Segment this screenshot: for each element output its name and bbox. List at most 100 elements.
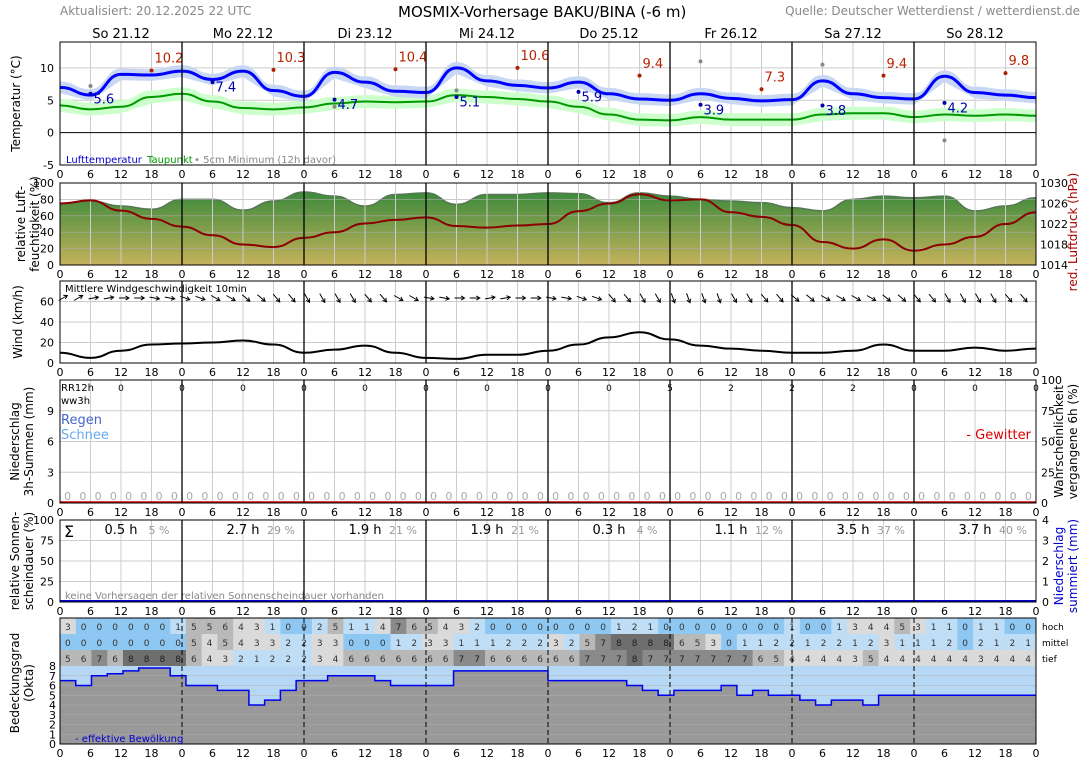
wind-arrow-head bbox=[414, 296, 419, 302]
cloud-ytick: 1 bbox=[49, 728, 56, 741]
cloud-xtick: 0 bbox=[301, 747, 308, 760]
cloud-cell bbox=[815, 650, 832, 666]
hum-xtick: 6 bbox=[941, 268, 948, 281]
precip-xtick: 12 bbox=[968, 506, 982, 519]
cloud-cell-value: 0 bbox=[962, 639, 968, 649]
cloud-xtick: 6 bbox=[209, 747, 216, 760]
cloud-cell-value: 0 bbox=[663, 623, 669, 633]
precip-3h-value: 0 bbox=[430, 490, 437, 503]
cloud-cell bbox=[437, 634, 455, 650]
wind-arrow bbox=[288, 293, 296, 303]
sun-xtick: 0 bbox=[789, 605, 796, 618]
cloud-cell bbox=[673, 634, 691, 650]
cloud-xtick: 12 bbox=[236, 747, 250, 760]
wind-xtick: 0 bbox=[789, 366, 796, 379]
precip-3h-value: 0 bbox=[857, 490, 864, 503]
cloud-cell bbox=[343, 650, 360, 666]
max-temp-label: 7.3 bbox=[765, 70, 786, 85]
wind-arrow bbox=[500, 296, 511, 300]
sun-xtick: 18 bbox=[267, 605, 281, 618]
wind-arrow-head bbox=[992, 298, 997, 304]
wind-arrow-head bbox=[170, 295, 176, 301]
sun-xtick: 0 bbox=[179, 605, 186, 618]
precip-xtick: 6 bbox=[819, 506, 826, 519]
hum-xtick: 18 bbox=[511, 268, 525, 281]
cloud-cell bbox=[689, 634, 706, 650]
cloud-xtick: 6 bbox=[819, 747, 826, 760]
wind-arrow-head bbox=[748, 298, 753, 304]
hum-xtick: 0 bbox=[423, 268, 430, 281]
wind-arrow-head bbox=[567, 295, 573, 301]
precip-3h-value: 0 bbox=[323, 490, 330, 503]
cloud-cell-value: 3 bbox=[443, 639, 449, 649]
temp-xtick: 12 bbox=[114, 168, 128, 181]
cloud-cell-value: 7 bbox=[459, 655, 465, 665]
wind-arrow bbox=[990, 293, 997, 303]
wind-xtick: 6 bbox=[697, 366, 704, 379]
wind-arrow-head bbox=[185, 296, 191, 301]
cloud-cell bbox=[768, 618, 785, 634]
wind-arrow bbox=[304, 293, 310, 303]
wind-arrow-head bbox=[976, 298, 982, 304]
hum-xtick: 6 bbox=[453, 268, 460, 281]
hum-xtick: 0 bbox=[301, 268, 308, 281]
max-temp-dot bbox=[881, 73, 886, 78]
cloud-xtick: 0 bbox=[667, 747, 674, 760]
precip-3h-value: 0 bbox=[308, 490, 315, 503]
sun-percent-value: 37 % bbox=[877, 524, 905, 537]
ground-min-dot bbox=[942, 138, 947, 143]
temp-xtick: 12 bbox=[724, 168, 738, 181]
cloud-cell-value: 7 bbox=[695, 655, 701, 665]
wind-arrow-head bbox=[841, 296, 846, 302]
wind-xtick: 0 bbox=[545, 366, 552, 379]
hum-xtick: 18 bbox=[877, 268, 891, 281]
cloud-cell-value: 1 bbox=[915, 639, 921, 649]
wind-arrow-head bbox=[537, 295, 542, 301]
wind-arrow-head bbox=[367, 297, 372, 303]
precip-xtick: 0 bbox=[57, 506, 64, 519]
precip-3h-value: 0 bbox=[583, 490, 590, 503]
cloud-cell-value: 8 bbox=[159, 655, 165, 665]
wind-ylabel-line: Wind (km/h) bbox=[11, 285, 25, 359]
precip-xtick: 0 bbox=[667, 506, 674, 519]
cloud-cell bbox=[894, 634, 911, 650]
cloud-cell bbox=[500, 634, 518, 650]
precip-3h-value: 0 bbox=[903, 490, 910, 503]
sun-xtick: 12 bbox=[480, 605, 494, 618]
cloud-cell bbox=[217, 650, 234, 666]
min-temp-dot bbox=[820, 103, 825, 108]
legend-ground: • 5cm Minimum (12h davor) bbox=[194, 155, 336, 166]
wind-xtick: 12 bbox=[358, 366, 372, 379]
cloud-cell bbox=[831, 634, 848, 650]
sun-xtick: 6 bbox=[575, 605, 582, 618]
cloud-cell-value: 0 bbox=[506, 623, 512, 633]
precip-xtick: 18 bbox=[389, 506, 403, 519]
cloud-cell-value: 1 bbox=[490, 639, 496, 649]
cloud-cell-value: 3 bbox=[459, 623, 465, 633]
cloud-cell-value: 4 bbox=[380, 623, 386, 633]
cloud-cell-value: 1 bbox=[836, 623, 842, 633]
cloud-cell-value: 0 bbox=[285, 623, 291, 633]
wind-arrow bbox=[959, 293, 966, 303]
min-temp-label: 3.8 bbox=[826, 104, 847, 119]
wind-ytick: 40 bbox=[40, 316, 54, 329]
cloud-cell bbox=[469, 618, 486, 634]
ground-min-dot bbox=[88, 84, 93, 89]
cloud-cell bbox=[878, 634, 895, 650]
wind-arrow-head bbox=[140, 295, 146, 301]
precip-3h-value: 0 bbox=[705, 490, 712, 503]
cloud-cell-value: 3 bbox=[333, 639, 339, 649]
wind-xtick: 12 bbox=[480, 366, 494, 379]
cloud-cell bbox=[925, 618, 943, 634]
wind-arrow-head bbox=[460, 295, 466, 301]
max-temp-dot bbox=[1003, 71, 1008, 76]
cloud-cell-value: 3 bbox=[978, 655, 984, 665]
cloud-cell-value: 0 bbox=[364, 639, 370, 649]
cloud-cell-value: 6 bbox=[380, 655, 386, 665]
precip-3h-value: 0 bbox=[949, 490, 956, 503]
wind-arrow bbox=[484, 296, 496, 300]
hum-xtick: 18 bbox=[633, 268, 647, 281]
cloud-cell bbox=[862, 650, 880, 666]
hum-xtick: 0 bbox=[1033, 268, 1040, 281]
wind-arrow-head bbox=[671, 298, 676, 304]
